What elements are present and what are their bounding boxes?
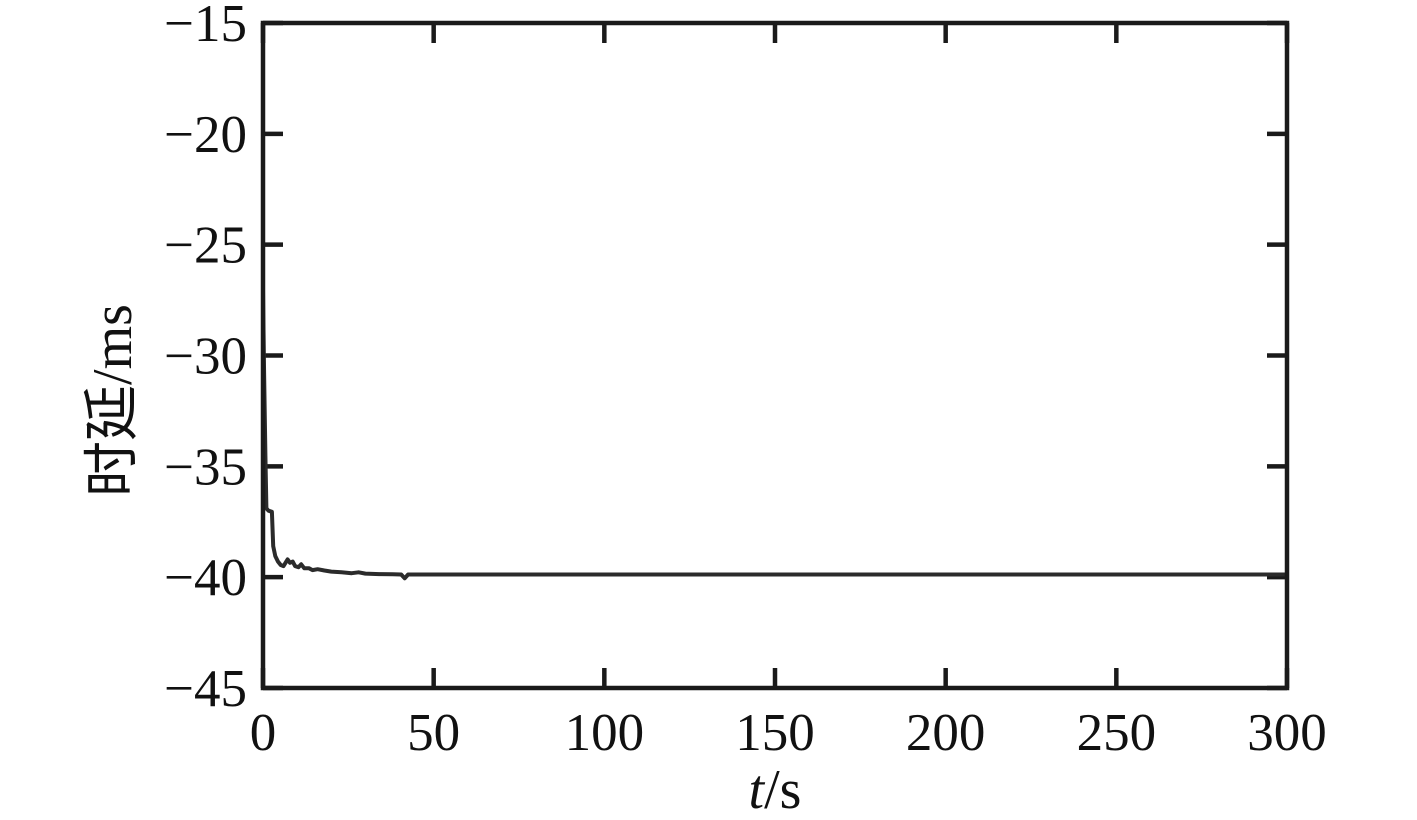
x-axis-title: t/s xyxy=(749,759,802,820)
tick-labels: 0 50 100 150 200 250 300 −45 −40 −35 −30 −25 −20 −15 xyxy=(164,0,1327,762)
y-tick-label: −20 xyxy=(164,106,247,164)
y-tick-label: −15 xyxy=(164,0,247,53)
x-tick-label: 100 xyxy=(565,704,645,762)
x-tick-label: 0 xyxy=(250,704,277,762)
x-tick-label: 300 xyxy=(1247,704,1327,762)
x-tick-label: 200 xyxy=(906,704,986,762)
y-tick-label: −35 xyxy=(164,438,247,496)
y-tick-label: −45 xyxy=(164,660,247,718)
x-tick-label: 50 xyxy=(407,704,460,762)
y-tick-label: −40 xyxy=(164,549,247,607)
x-tick-label: 150 xyxy=(735,704,815,762)
y-axis-title: 时延/ms xyxy=(82,304,144,497)
x-tick-label: 250 xyxy=(1077,704,1157,762)
y-tick-label: −30 xyxy=(164,328,247,386)
plot-border xyxy=(260,20,1290,691)
y-tick-label: −25 xyxy=(164,217,247,275)
tick-marks xyxy=(260,20,1290,691)
delay-series-line xyxy=(261,291,1287,581)
